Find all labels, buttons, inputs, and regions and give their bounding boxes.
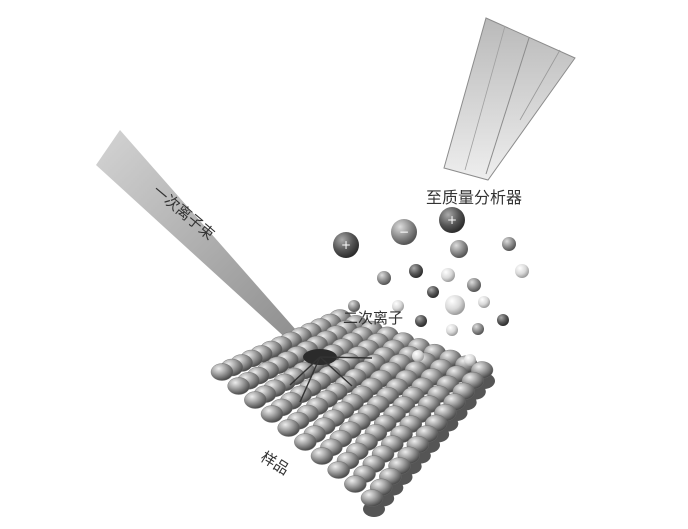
secondary-ion [446,324,458,336]
secondary-ion [427,286,439,298]
ion-charge-positive-2: + [447,213,457,227]
sample-atom [210,363,234,381]
secondary-ion [392,300,404,312]
ion-charge-negative-1: − [399,225,409,239]
label-mass-analyzer: 至质量分析器 [426,188,523,207]
secondary-ion [445,295,465,315]
impact-site [289,349,373,403]
sample-atom [327,461,350,479]
sample-atom [294,433,317,451]
secondary-ion [467,278,481,292]
secondary-ion [478,296,490,308]
secondary-ion [502,237,516,251]
secondary-ion [450,240,468,258]
secondary-ion [497,314,509,326]
secondary-ion [439,207,465,233]
primary-ion-beam [96,130,318,362]
sample-atom [277,419,300,437]
sample-atom [360,489,384,507]
ion-charge-positive-1: + [341,238,351,252]
secondary-ion [412,350,424,362]
sample-atom [260,405,284,423]
sample-atom [227,377,250,395]
sample-atom [310,447,334,465]
sample-lattice [210,309,495,517]
mass-analyzer-cone [443,17,576,181]
secondary-ion [409,264,423,278]
secondary-ion [415,315,427,327]
secondary-ion [333,232,359,258]
secondary-ion [441,268,455,282]
secondary-ion [472,323,484,335]
sample-atom [344,475,367,493]
secondary-ion [464,354,476,366]
secondary-ion [377,271,391,285]
secondary-ions-group [333,207,529,366]
sample-atom [244,391,267,409]
secondary-ion [391,219,417,245]
secondary-ion [348,300,360,312]
secondary-ion [515,264,529,278]
label-secondary-ions: 二次离子 [343,309,404,327]
